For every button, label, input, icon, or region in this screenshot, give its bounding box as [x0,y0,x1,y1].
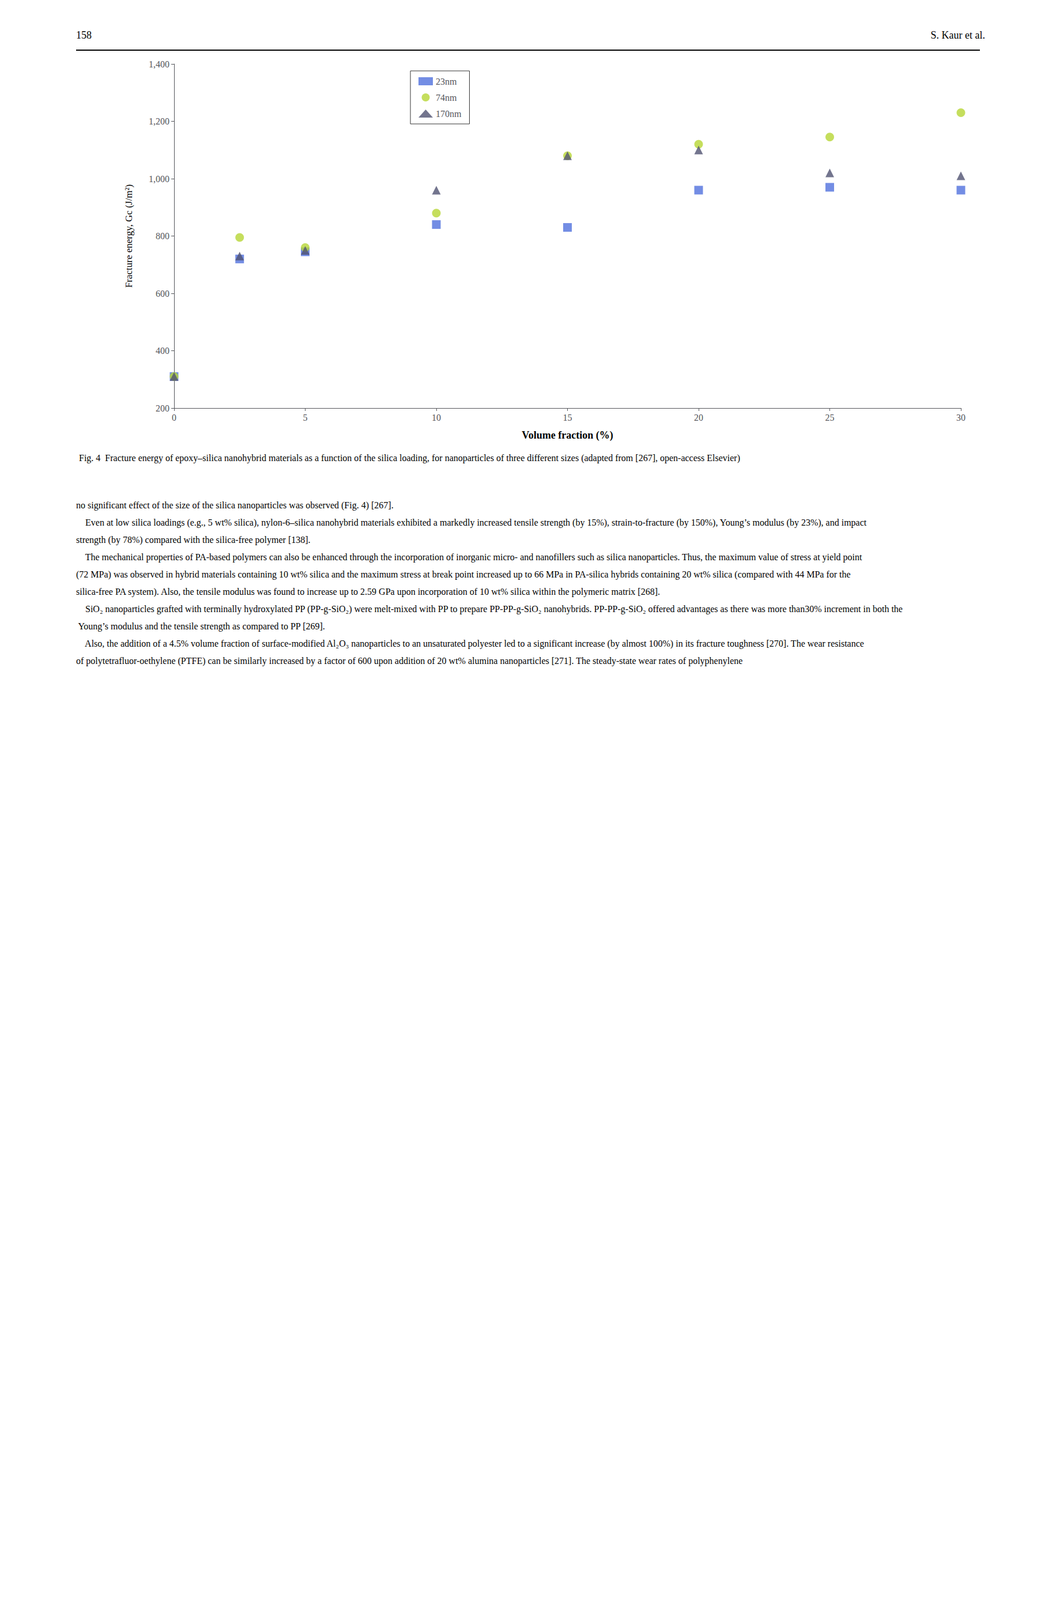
svg-text:silica-free PA system). Also,: silica-free PA system). Also, the tensil… [76,586,660,598]
svg-text:74nm: 74nm [435,92,458,103]
svg-text:of polytetrafluor-oethylene (P: of polytetrafluor-oethylene (PTFE) can b… [76,655,743,667]
svg-text:400: 400 [155,345,170,356]
svg-text:1,000: 1,000 [148,174,170,184]
svg-text:Young’s modulus and the tensil: Young’s modulus and the tensile strength… [76,621,326,632]
svg-text:The mechanical properties of P: The mechanical properties of PA-based po… [76,552,865,563]
svg-text:Fig. 4 Fracture energy of epo: Fig. 4 Fracture energy of epoxy–silica n… [78,453,741,464]
svg-text:Volume fraction (%): Volume fraction (%) [521,429,613,442]
svg-text:5: 5 [303,412,308,423]
svg-text:30: 30 [956,412,966,423]
svg-text:800: 800 [155,231,170,241]
svg-text:25: 25 [825,412,835,423]
svg-text:strength (by 78%) compared wit: strength (by 78%) compared with the sili… [76,534,311,546]
svg-text:158: 158 [76,29,92,41]
svg-text:0: 0 [171,412,177,423]
svg-text:(72 MPa) was observed in hybri: (72 MPa) was observed in hybrid material… [76,569,854,580]
svg-text:10: 10 [431,412,441,423]
svg-text:170nm: 170nm [435,108,462,119]
svg-text:15: 15 [563,412,573,423]
svg-text:1,400: 1,400 [148,59,170,70]
svg-text:1,200: 1,200 [148,116,170,127]
svg-text:Even at low silica loadings (e: Even at low silica loadings (e.g., 5 wt%… [76,517,869,528]
svg-text:600: 600 [155,288,170,299]
svg-text:Fracture energy, Gc (J/m²): Fracture energy, Gc (J/m²) [123,184,135,288]
svg-text:23nm: 23nm [435,76,458,87]
svg-text:S. Kaur et al.: S. Kaur et al. [930,29,986,41]
svg-text:SiO₂ nanoparticles grafted wit: SiO₂ nanoparticles grafted with terminal… [76,604,903,615]
svg-text:200: 200 [155,403,170,414]
svg-text:no significant effect of the s: no significant effect of the size of the… [76,500,394,511]
svg-text:20: 20 [694,412,704,423]
svg-text:Also, the addition of a 4.5% v: Also, the addition of a 4.5% volume frac… [76,638,867,650]
